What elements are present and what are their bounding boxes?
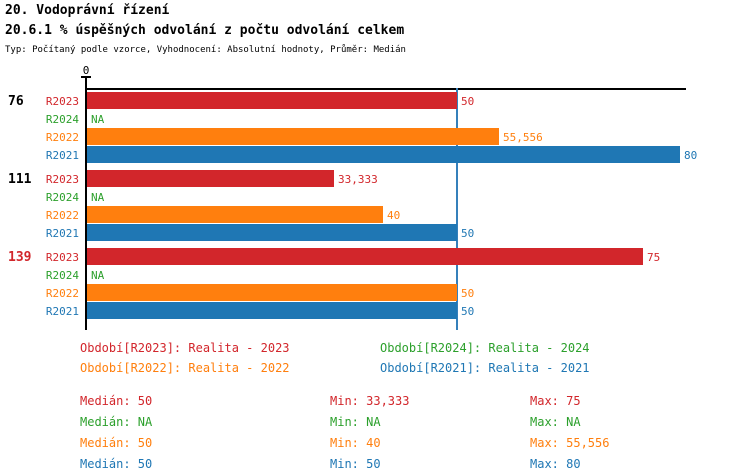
bar-r2021 bbox=[87, 224, 457, 241]
bar-value-label: 80 bbox=[684, 149, 698, 162]
bar-chart: 0 76 R2023 50 R2024 NA R2022 55,556 R2021 80 111 R… bbox=[0, 60, 750, 340]
chart-subtitle: 20.6.1 % úspěšných odvolání z počtu odvo… bbox=[5, 23, 405, 38]
series-row-label-r2024: R2024 bbox=[45, 191, 79, 204]
series-row-label-r2023: R2023 bbox=[45, 95, 79, 108]
stat-max: Max: NA bbox=[530, 415, 581, 429]
series-row-label-r2022: R2022 bbox=[45, 287, 79, 300]
series-row-label-r2023: R2023 bbox=[45, 251, 79, 264]
stat-max: Max: 75 bbox=[530, 394, 581, 408]
bar-value-label: 75 bbox=[647, 251, 661, 264]
axis-horizontal-line bbox=[85, 88, 686, 90]
stat-median: Medián: NA bbox=[80, 415, 153, 429]
bar-r2022 bbox=[87, 284, 457, 301]
bar-value-label: 33,333 bbox=[338, 173, 378, 186]
series-row-label-r2022: R2022 bbox=[45, 209, 79, 222]
na-value-label: NA bbox=[91, 191, 105, 204]
bar-value-label: 50 bbox=[461, 287, 475, 300]
stat-min: Min: 40 bbox=[330, 436, 381, 450]
bar-value-label: 50 bbox=[461, 227, 475, 240]
na-value-label: NA bbox=[91, 269, 105, 282]
bar-value-label: 55,556 bbox=[503, 131, 543, 144]
series-row-label-r2023: R2023 bbox=[45, 173, 79, 186]
bar-r2022 bbox=[87, 206, 383, 223]
chart-legend: Období[R2023]: Realita - 2023 Období[R202… bbox=[80, 341, 590, 375]
group-label: 139 bbox=[8, 250, 32, 265]
axis-vertical-line bbox=[85, 76, 87, 330]
bar-r2021 bbox=[87, 302, 457, 319]
median-reference-line bbox=[456, 88, 458, 330]
stat-min: Min: NA bbox=[330, 415, 381, 429]
legend-item-obdobr2023: Období[R2023]: Realita - 2023 bbox=[80, 341, 290, 355]
stat-median: Medián: 50 bbox=[80, 457, 153, 471]
series-row-label-r2021: R2021 bbox=[45, 149, 79, 162]
stat-max: Max: 55,556 bbox=[530, 436, 610, 450]
legend-item-obdobr2024: Období[R2024]: Realita - 2024 bbox=[380, 341, 590, 355]
series-row-label-r2024: R2024 bbox=[45, 269, 79, 282]
bar-r2022 bbox=[87, 128, 499, 145]
chart-meta: Typ: Počítaný podle vzorce, Vyhodnocení:… bbox=[5, 45, 406, 55]
series-row-label-r2022: R2022 bbox=[45, 131, 79, 144]
bar-r2021 bbox=[87, 146, 680, 163]
stat-max: Max: 80 bbox=[530, 457, 581, 471]
axis-zero-label: 0 bbox=[82, 64, 90, 77]
legend-item-obdobr2022: Období[R2022]: Realita - 2022 bbox=[80, 361, 290, 375]
series-row-label-r2021: R2021 bbox=[45, 305, 79, 318]
stat-median: Medián: 50 bbox=[80, 436, 153, 450]
bar-r2023 bbox=[87, 170, 334, 187]
stat-min: Min: 33,333 bbox=[330, 394, 410, 408]
series-row-label-r2024: R2024 bbox=[45, 113, 79, 126]
series-row-label-r2021: R2021 bbox=[45, 227, 79, 240]
bar-value-label: 40 bbox=[387, 209, 401, 222]
stat-min: Min: 50 bbox=[330, 457, 381, 471]
group-label: 76 bbox=[8, 94, 24, 109]
bar-value-label: 50 bbox=[461, 95, 475, 108]
page-title: 20. Vodoprávní řízení bbox=[5, 3, 170, 18]
group-label: 111 bbox=[8, 172, 32, 187]
bar-value-label: 50 bbox=[461, 305, 475, 318]
legend-item-obdobr2021: Období[R2021]: Realita - 2021 bbox=[380, 361, 590, 375]
na-value-label: NA bbox=[91, 113, 105, 126]
bar-r2023 bbox=[87, 92, 457, 109]
bar-r2023 bbox=[87, 248, 643, 265]
stat-median: Medián: 50 bbox=[80, 394, 153, 408]
